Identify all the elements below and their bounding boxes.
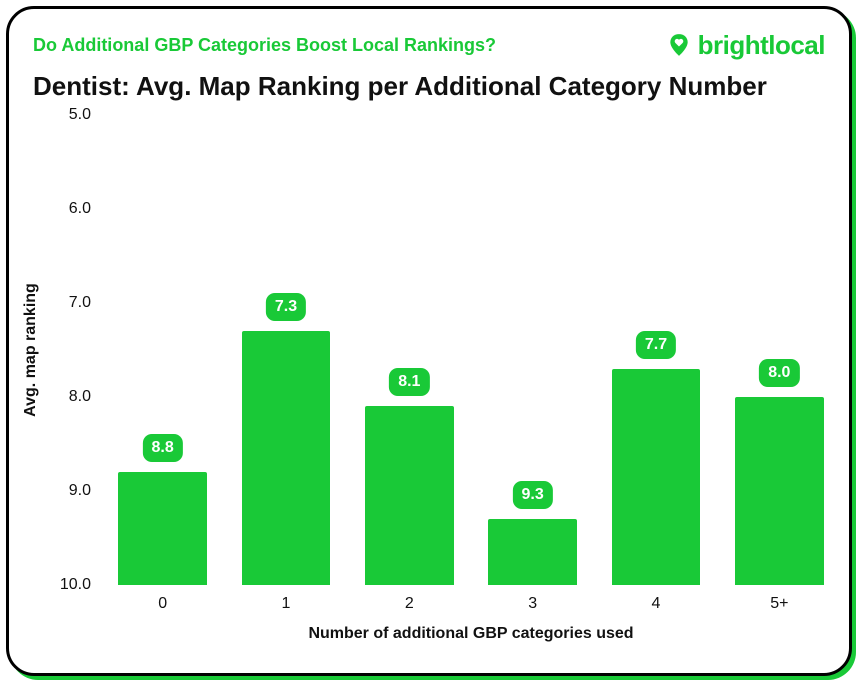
chart-title: Dentist: Avg. Map Ranking per Additional… — [33, 71, 767, 102]
heart-pin-icon — [666, 32, 692, 58]
bar — [488, 519, 577, 585]
bar — [118, 472, 207, 585]
y-tick: 7.0 — [69, 294, 91, 312]
x-tick: 5+ — [770, 595, 788, 613]
data-label: 8.8 — [143, 434, 183, 462]
x-tick: 0 — [158, 595, 167, 613]
y-tick: 6.0 — [69, 200, 91, 218]
bar — [365, 406, 454, 585]
y-tick: 5.0 — [69, 106, 91, 124]
data-label: 7.3 — [266, 293, 306, 321]
y-tick: 9.0 — [69, 482, 91, 500]
header-question: Do Additional GBP Categories Boost Local… — [33, 35, 496, 56]
data-label: 7.7 — [636, 331, 676, 359]
data-label: 8.0 — [759, 359, 799, 387]
x-tick: 3 — [528, 595, 537, 613]
y-axis-label: Avg. map ranking — [22, 283, 40, 417]
bar — [735, 397, 824, 585]
bars-layer: 8.8 7.3 8.1 9.3 7.7 8.0 — [101, 115, 841, 585]
chart-plot-area: Avg. map ranking 8.87.38.19.37.78.0 Numb… — [101, 115, 841, 585]
data-label: 8.1 — [389, 368, 429, 396]
header: Do Additional GBP Categories Boost Local… — [33, 27, 825, 63]
x-tick: 4 — [652, 595, 661, 613]
bar — [612, 369, 701, 585]
data-label: 9.3 — [513, 481, 553, 509]
x-tick: 1 — [282, 595, 291, 613]
y-tick: 8.0 — [69, 388, 91, 406]
chart-frame: Do Additional GBP Categories Boost Local… — [6, 6, 852, 676]
y-tick: 10.0 — [60, 576, 91, 594]
bar — [242, 331, 331, 585]
x-axis-label: Number of additional GBP categories used — [308, 625, 633, 643]
brand-logo: brightlocal — [666, 30, 825, 61]
brand-text: brightlocal — [698, 30, 825, 61]
x-tick: 2 — [405, 595, 414, 613]
